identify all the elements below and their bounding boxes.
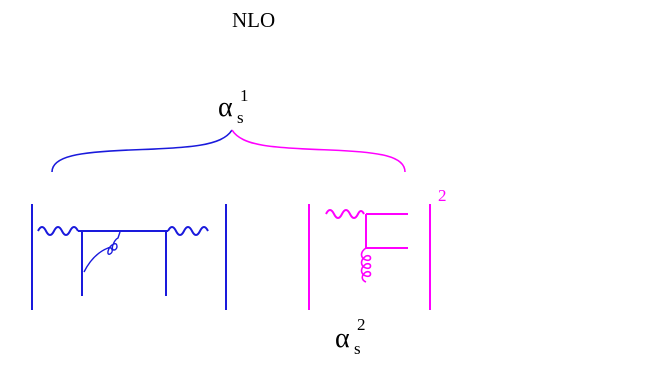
alpha-symbol: α [335,323,350,354]
alpha-subscript: s [354,339,361,358]
alpha-power: 2 [357,315,366,334]
gluon-loop [83,231,121,273]
square-exponent: 2 [438,186,447,205]
photon-right [167,226,209,236]
gluon-emission [360,247,372,283]
photon-left [37,226,79,236]
right-diagram [308,204,431,310]
alpha-subscript: s [237,108,244,127]
alpha-power: 1 [240,86,249,105]
alpha-s-power-1: α 1 s [218,86,249,127]
left-diagram [31,204,227,310]
title-nlo: NLO [232,8,276,32]
brace-right-half [231,129,406,173]
photon [325,209,365,219]
alpha-s-power-2: α 2 s [335,315,366,358]
brace-left-half [51,129,233,173]
alpha-symbol: α [218,92,233,123]
